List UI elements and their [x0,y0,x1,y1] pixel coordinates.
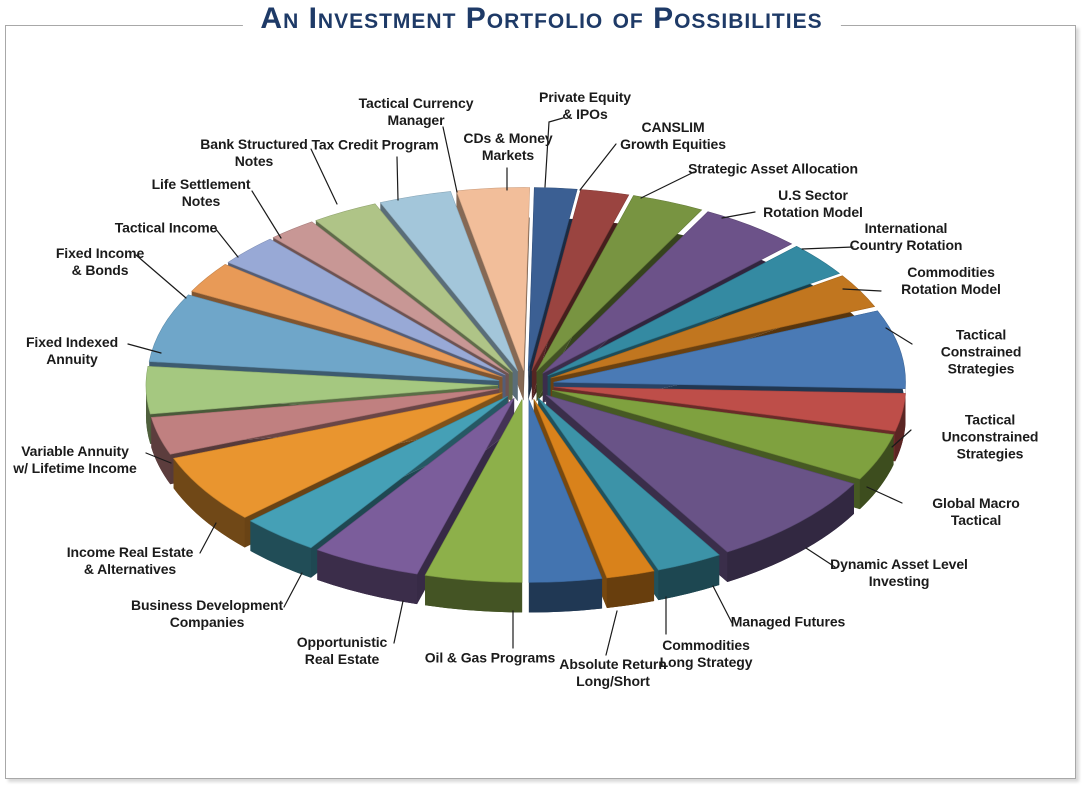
leader-line-bank-structured-notes [310,148,338,205]
chart-title: An Investment Portfolio of Possibilities [242,2,841,36]
slice-top-face [550,275,876,379]
leader-line-us-sector-rotation-model [721,211,756,219]
slice-outer-wall [528,578,603,613]
leader-line-dynamic-asset-level-investing [805,547,836,568]
leader-line-international-country-rotation [801,246,854,250]
leader-line-tactical-currency-manager [442,126,458,193]
slice-top-face [536,195,703,372]
leader-line-tactical-unconstrained-strategies [891,429,912,448]
slice-top-face [249,395,508,549]
slice-top-face [191,264,503,378]
pie-slice-opportunistic-real-estate[interactable] [316,397,515,605]
leader-line-global-macro-tactical [866,486,903,504]
slice-outer-wall [606,571,655,608]
leader-line-variable-annuity-lifetime-income [145,452,172,464]
slice-top-face [227,238,506,376]
leader-line-canslim-growth-equities [579,143,617,191]
leader-line-private-equity-ipos [544,117,564,188]
slice-outer-wall [425,575,523,613]
slice-outer-wall [250,520,311,578]
leader-line-fixed-indexed-annuity [127,343,162,354]
slice-top-face [272,221,509,374]
slice-top-face [552,390,895,480]
slice-top-face [379,191,519,372]
leader-line-tax-credit-program [396,156,399,201]
leader-line-opportunistic-real-estate [393,600,404,644]
slice-top-face [545,394,855,553]
slice-top-face [527,187,578,371]
slice-top-face [528,399,603,583]
slice-top-face [553,310,906,390]
slice-outer-wall [317,549,418,605]
leader-line-life-settlement-notes [251,190,282,239]
leader-line-commodities-rotation-model [842,288,882,292]
slice-outer-wall [859,434,894,510]
pie-slice-oil-gas-programs[interactable] [424,399,523,613]
leader-line-fixed-income-bonds [135,254,187,299]
slice-top-face [537,397,720,571]
leader-line-strategic-asset-allocation [640,171,695,199]
slice-outer-wall [151,417,171,485]
pie-slice-absolute-return-long-short[interactable] [528,399,603,613]
slice-outer-wall [173,458,245,548]
slice-top-face [316,397,515,575]
slice-outer-wall [658,555,720,601]
slice-top-face [542,211,793,374]
slice-outer-wall [727,483,854,582]
slice-top-face [148,294,500,381]
leader-line-managed-futures [712,585,733,624]
slice-top-face [553,386,906,432]
slice-top-face [173,392,503,518]
leader-line-business-development-companies [283,572,303,608]
leader-line-income-real-estate-alternatives [199,522,217,554]
slice-top-face [547,245,841,376]
slice-top-face [315,203,513,373]
leader-line-tactical-income [214,227,239,258]
leader-line-absolute-return-long-short [605,610,618,656]
slice-top-face [533,398,655,579]
slice-top-face [424,399,523,583]
leader-line-tactical-constrained-strategies [885,327,913,345]
slice-top-face [150,388,500,455]
slice-top-face [145,365,499,415]
